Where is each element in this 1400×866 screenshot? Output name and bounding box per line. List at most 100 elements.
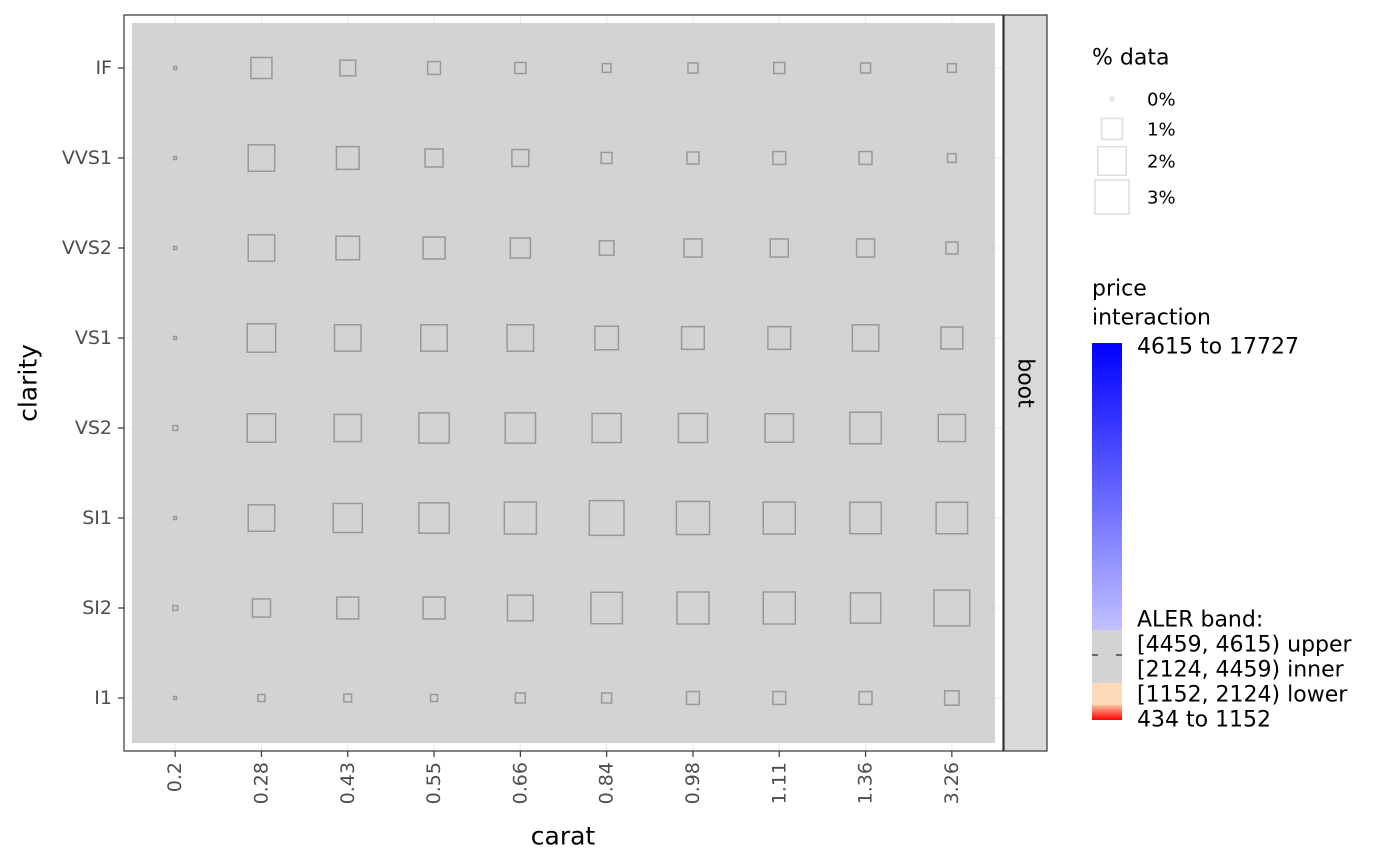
size-square bbox=[422, 596, 446, 620]
colorbar-lower bbox=[1092, 683, 1122, 705]
size-square bbox=[251, 598, 272, 618]
size-legend-key bbox=[1109, 96, 1115, 102]
size-square bbox=[339, 59, 357, 77]
size-legend-key bbox=[1100, 117, 1124, 141]
size-square bbox=[687, 62, 699, 74]
color-legend-label: ALER band: bbox=[1137, 608, 1263, 633]
color-legend-label: 4615 to 17727 bbox=[1137, 335, 1299, 360]
size-square bbox=[859, 62, 872, 74]
size-square bbox=[933, 589, 971, 627]
x-tick-label: 1.11 bbox=[768, 762, 790, 804]
size-square bbox=[772, 150, 787, 166]
y-axis-title: clarity bbox=[14, 344, 43, 422]
size-square bbox=[247, 234, 276, 262]
x-tick-label: 0.66 bbox=[509, 762, 531, 804]
size-square bbox=[506, 594, 534, 622]
y-tick-label: VVS1 bbox=[62, 147, 112, 169]
axes: 0.2 0.28 0.43 0.55 0.66 0.84 0.98 1.11 1.36 3.26 I… bbox=[62, 57, 963, 804]
size-square bbox=[675, 500, 711, 536]
size-square bbox=[172, 65, 178, 71]
size-legend-title: % data bbox=[1092, 46, 1169, 71]
size-square bbox=[420, 324, 449, 352]
size-square bbox=[772, 61, 786, 75]
size-square bbox=[504, 412, 537, 444]
size-square bbox=[943, 690, 960, 706]
size-square bbox=[172, 604, 179, 612]
size-square bbox=[772, 690, 787, 706]
size-square bbox=[935, 501, 969, 535]
colorbar-upper bbox=[1092, 343, 1122, 630]
x-tick-label: 0.98 bbox=[682, 762, 704, 804]
size-square bbox=[333, 413, 363, 443]
size-legend-label: 3% bbox=[1147, 188, 1176, 209]
size-square bbox=[946, 152, 957, 164]
y-tick-label: VS1 bbox=[75, 327, 112, 349]
size-square bbox=[685, 690, 701, 706]
size-square bbox=[418, 412, 450, 444]
size-square bbox=[855, 238, 876, 258]
x-axis-title: carat bbox=[531, 822, 596, 851]
size-square bbox=[680, 325, 706, 351]
size-square bbox=[588, 499, 625, 537]
size-square bbox=[172, 424, 179, 432]
size-square bbox=[336, 596, 360, 620]
size-square bbox=[247, 144, 276, 172]
size-square bbox=[335, 145, 360, 171]
size-square bbox=[849, 501, 883, 535]
size-square bbox=[422, 236, 446, 260]
size-square bbox=[591, 412, 622, 444]
size-square bbox=[250, 56, 273, 80]
size-square bbox=[762, 591, 797, 625]
color-legend-label: 434 to 1152 bbox=[1137, 708, 1271, 733]
x-tick-label: 3.26 bbox=[941, 762, 963, 804]
size-square bbox=[598, 240, 615, 256]
x-tick-label: 0.28 bbox=[250, 762, 272, 804]
size-square bbox=[257, 693, 266, 703]
size-square bbox=[851, 324, 880, 352]
y-tick-label: SI1 bbox=[82, 507, 112, 529]
size-square bbox=[335, 235, 361, 261]
size-square bbox=[590, 591, 624, 625]
panel-fill bbox=[132, 23, 995, 743]
size-square bbox=[686, 151, 700, 165]
size-square bbox=[762, 501, 797, 535]
x-tick-label: 0.84 bbox=[596, 762, 618, 804]
facet-label: boot bbox=[1013, 358, 1038, 408]
color-legend-label: [1152, 2124) lower bbox=[1137, 683, 1348, 708]
size-legend-label: 1% bbox=[1147, 120, 1176, 141]
colorbar-band bbox=[1092, 630, 1122, 683]
panel-border bbox=[123, 14, 1004, 752]
size-square bbox=[509, 237, 532, 259]
size-square bbox=[246, 413, 277, 443]
size-square bbox=[418, 502, 450, 534]
x-tick-label: 1.36 bbox=[855, 762, 877, 804]
size-square bbox=[172, 155, 178, 161]
size-square bbox=[849, 411, 883, 445]
size-square bbox=[332, 502, 364, 534]
size-legend-key bbox=[1094, 179, 1130, 215]
size-square bbox=[246, 323, 277, 353]
y-tick-label: VVS2 bbox=[62, 237, 112, 259]
size-square bbox=[172, 515, 178, 521]
size-legend-label: 2% bbox=[1147, 152, 1176, 173]
y-tick-label: VS2 bbox=[75, 417, 112, 439]
size-square bbox=[677, 412, 709, 444]
size-square bbox=[600, 151, 613, 165]
size-square bbox=[946, 62, 957, 74]
size-square bbox=[858, 150, 873, 166]
x-tick-label: 0.43 bbox=[337, 762, 359, 804]
size-square bbox=[506, 324, 535, 352]
size-square bbox=[945, 241, 959, 255]
y-tick-label: IF bbox=[95, 57, 112, 79]
size-square bbox=[769, 238, 790, 258]
size-square bbox=[676, 591, 710, 625]
size-square bbox=[514, 692, 527, 704]
facet-strip bbox=[1003, 14, 1048, 752]
size-square bbox=[429, 693, 439, 703]
size-square bbox=[247, 504, 276, 532]
size-square bbox=[503, 501, 538, 535]
size-square bbox=[424, 148, 444, 168]
x-tick-label: 0.2 bbox=[164, 762, 186, 792]
y-tick-label: I1 bbox=[94, 687, 112, 709]
